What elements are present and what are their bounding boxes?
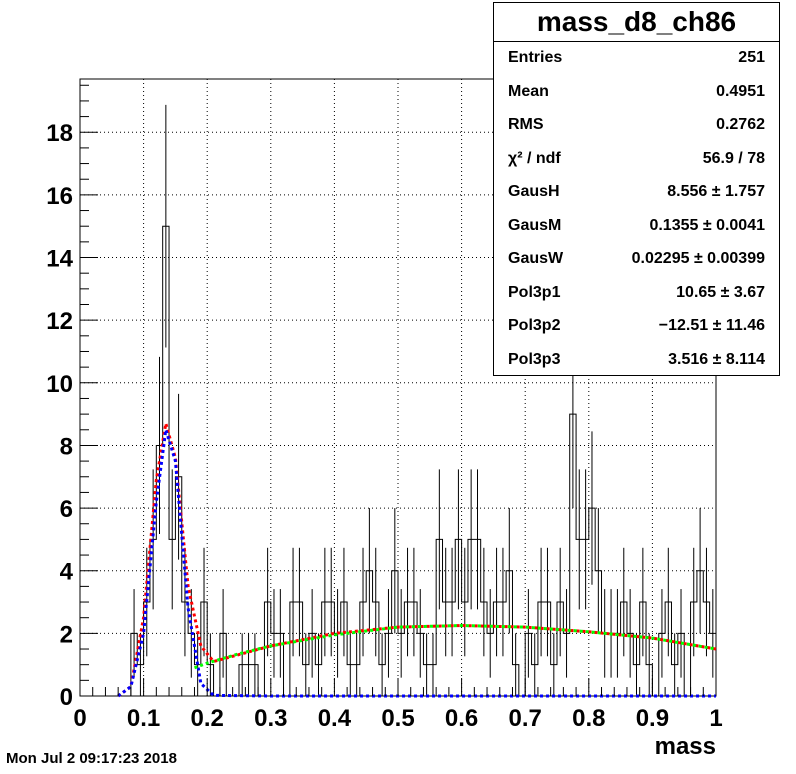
stat-label: GausH	[508, 183, 560, 200]
stat-value: 0.2762	[716, 116, 765, 133]
x-tick-label: 0.1	[127, 705, 160, 732]
stat-row: Mean 0.4951	[494, 75, 779, 108]
y-tick-label: 8	[60, 433, 73, 460]
stat-value: 0.4951	[716, 82, 765, 100]
stat-label: Pol3p2	[508, 317, 561, 334]
axes: 0 0.1 0.2 0.3 0.4 0.5 0.6 0.7 0.8 0.9 102468101214…	[46, 84, 723, 732]
stat-label: GausW	[508, 250, 564, 267]
stat-label: GausM	[508, 216, 562, 234]
stat-value: 10.65 ± 3.67	[676, 283, 765, 301]
stat-row: RMS 0.2762	[494, 108, 779, 141]
stat-label: Mean	[508, 82, 549, 100]
timestamp: Mon Jul 2 09:17:23 2018	[6, 750, 177, 767]
background-curve	[193, 624, 717, 670]
stat-row: Entries 251	[494, 41, 779, 74]
stat-row: Pol3p1 10.65 ± 3.67	[494, 276, 779, 309]
stat-label: Pol3p3	[508, 350, 561, 368]
stat-value: 251	[738, 49, 765, 66]
x-tick-label: 0.6	[445, 705, 478, 732]
x-tick-label: 0.4	[318, 705, 352, 732]
stats-box: mass_d8_ch86 Entries 251 Mean 0.4951 RMS 0.27…	[493, 2, 780, 376]
fit-curves	[117, 423, 717, 698]
x-axis-label: mass	[655, 733, 716, 760]
stat-row: GausW 0.02295 ± 0.00399	[494, 242, 779, 275]
stat-value: 0.02295 ± 0.00399	[631, 250, 765, 267]
stat-label: RMS	[508, 116, 544, 133]
x-tick-label: 0.2	[191, 705, 224, 732]
signal-curve	[117, 429, 716, 698]
y-tick-label: 16	[46, 183, 73, 210]
stat-row: GausH 8.556 ± 1.757	[494, 175, 779, 208]
x-tick-label: 0.5	[381, 705, 414, 732]
stat-label: Entries	[508, 49, 563, 66]
grid-lines	[80, 79, 716, 696]
stats-title: mass_d8_ch86	[494, 3, 779, 42]
stat-value: 3.516 ± 8.114	[668, 350, 765, 368]
stat-row: Pol3p3 3.516 ± 8.114	[494, 343, 779, 376]
stat-row: χ² / ndf 56.9 / 78	[494, 142, 779, 175]
y-tick-label: 0	[60, 684, 73, 711]
y-tick-label: 10	[46, 371, 73, 398]
stat-value: 0.1355 ± 0.0041	[649, 216, 765, 234]
x-tick-label: 0.8	[572, 705, 605, 732]
stat-label: χ² / ndf	[508, 149, 561, 167]
stat-row: Pol3p2 −12.51 ± 11.46	[494, 309, 779, 342]
histogram-bars	[80, 104, 716, 697]
y-tick-label: 14	[46, 246, 73, 273]
x-tick-label: 1	[709, 705, 722, 732]
x-tick-label: 0	[73, 705, 86, 732]
x-tick-label: 0.3	[254, 705, 287, 732]
stat-label: Pol3p1	[508, 283, 561, 301]
y-tick-label: 2	[60, 621, 73, 648]
y-tick-label: 6	[60, 496, 73, 523]
y-tick-label: 12	[46, 308, 73, 335]
stat-row: GausM 0.1355 ± 0.0041	[494, 209, 779, 242]
x-tick-label: 0.9	[636, 705, 669, 732]
y-tick-label: 18	[46, 120, 73, 147]
y-tick-label: 4	[60, 559, 74, 586]
stat-value: −12.51 ± 11.46	[658, 317, 765, 334]
stat-value: 8.556 ± 1.757	[667, 183, 765, 200]
stat-value: 56.9 / 78	[702, 149, 765, 167]
x-tick-label: 0.7	[509, 705, 542, 732]
